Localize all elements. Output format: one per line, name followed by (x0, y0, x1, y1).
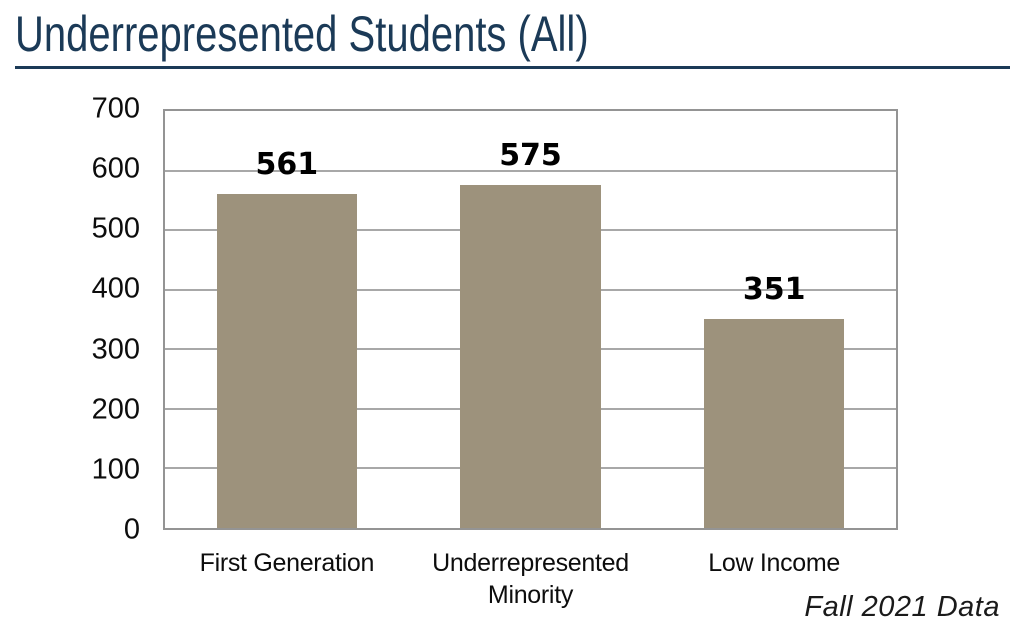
y-tick-label-200: 200 (91, 393, 140, 426)
x-label-first-generation: First Generation (199, 549, 375, 577)
value-label-low-income: 351 (742, 271, 806, 307)
y-tick-label-700: 700 (91, 92, 140, 125)
x-label-low-income: Low Income (708, 549, 841, 577)
y-tick-label-300: 300 (91, 333, 140, 366)
value-label-underrepresented-minority: 575 (499, 138, 562, 174)
bar-low-income (703, 318, 845, 528)
y-tick-label-400: 400 (91, 272, 140, 305)
y-tick-label-0: 0 (123, 513, 140, 546)
chart-caption: Fall 2021 Data (804, 591, 1000, 623)
title-underline (15, 66, 1010, 69)
y-tick-label-100: 100 (91, 453, 140, 486)
page-title: Underrepresented Students (All) (15, 6, 589, 62)
y-tick-label-500: 500 (91, 212, 140, 245)
bar-first-generation (216, 193, 357, 528)
plot-area: 561 575 351 (163, 109, 898, 530)
value-label-first-generation: 561 (255, 146, 319, 182)
y-tick-label-600: 600 (91, 152, 140, 185)
x-axis: First Generation Underrepresented Minorit… (165, 547, 896, 611)
y-axis: 0 100 200 300 400 500 600 700 (0, 94, 140, 544)
bar-underrepresented-minority (460, 185, 601, 528)
x-label-underrepresented-minority: Underrepresented Minority (432, 549, 629, 609)
gridline-600 (165, 169, 896, 172)
